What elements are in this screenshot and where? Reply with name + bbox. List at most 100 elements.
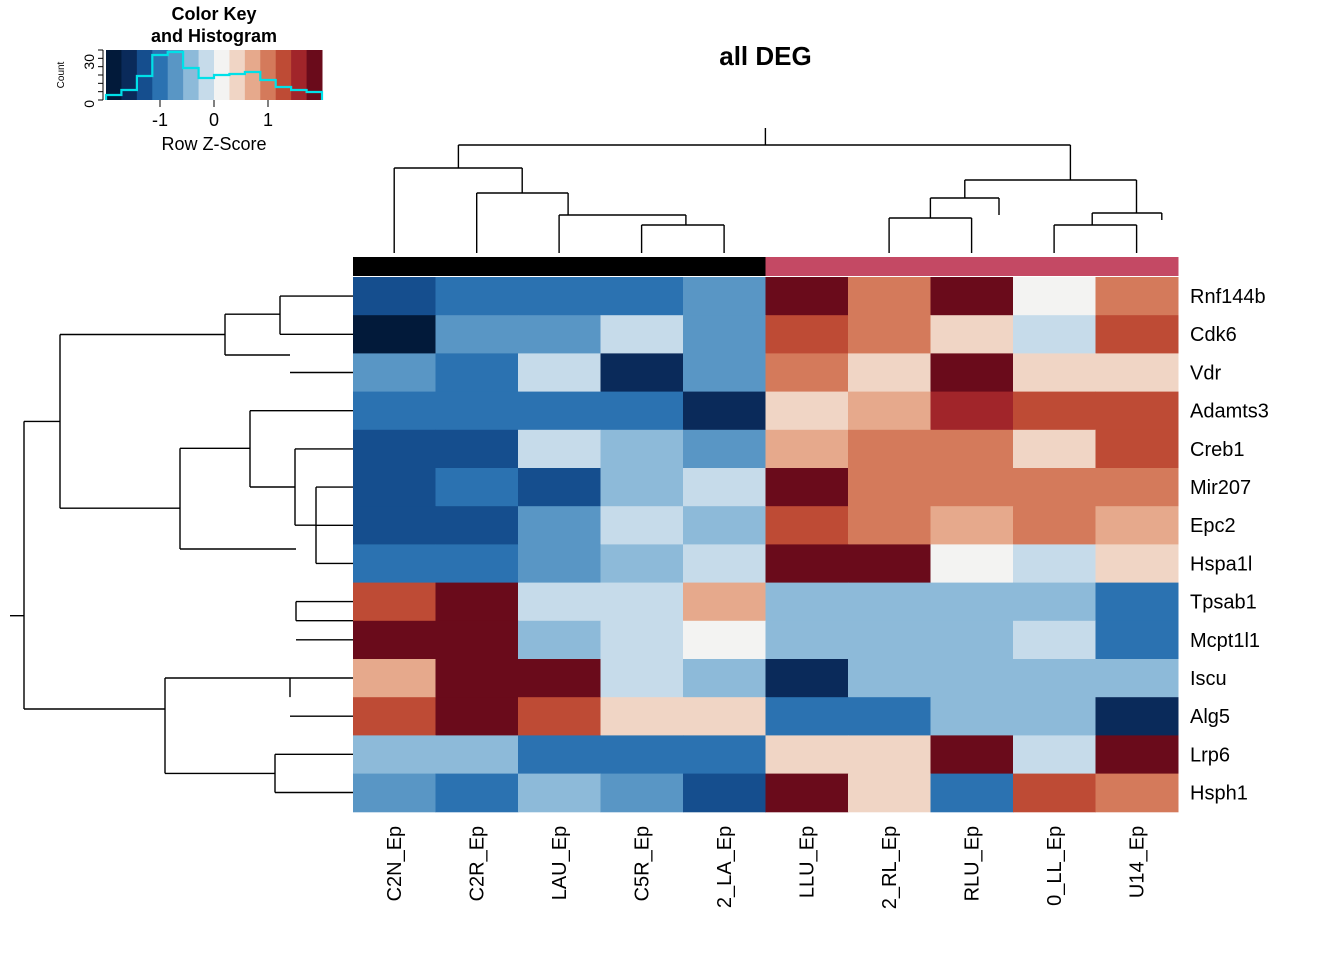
- heatmap-cell: [518, 697, 601, 736]
- heatmap-cell: [931, 353, 1014, 392]
- color-key-count-tick: 0: [81, 100, 97, 108]
- heatmap-cell: [1096, 544, 1179, 583]
- heatmap-cell: [848, 392, 931, 431]
- row-zscore-label: Row Z-Score: [161, 134, 266, 154]
- heatmap-cell: [518, 353, 601, 392]
- color-key-count-label: Count: [56, 61, 67, 88]
- heatmap-cell: [931, 430, 1014, 469]
- col-label: RLU_Ep: [961, 826, 983, 902]
- heatmap-cell: [848, 506, 931, 545]
- heatmap-cell: [683, 277, 766, 316]
- heatmap-cell: [1096, 735, 1179, 774]
- heatmap-cell: [1096, 315, 1179, 354]
- col-sidebar-cell: [1013, 257, 1096, 276]
- heatmap-cell: [931, 774, 1014, 813]
- heatmap-cell: [353, 621, 436, 660]
- heatmap-cell: [848, 697, 931, 736]
- heatmap-cell: [766, 774, 849, 813]
- heatmap-cell: [1013, 506, 1096, 545]
- color-key-title: Color Key: [171, 4, 256, 24]
- heatmap-cell: [848, 468, 931, 507]
- heatmap-cell: [1096, 659, 1179, 698]
- row-label: Creb1: [1190, 439, 1244, 461]
- heatmap-cell: [766, 353, 849, 392]
- heatmap-cell: [848, 659, 931, 698]
- heatmap-cell: [766, 621, 849, 660]
- heatmap-cell: [931, 392, 1014, 431]
- heatmap-cell: [601, 353, 684, 392]
- heatmap-cell: [353, 430, 436, 469]
- heatmap-cell: [1013, 774, 1096, 813]
- heatmap-cell: [601, 277, 684, 316]
- heatmap-cell: [436, 735, 519, 774]
- heatmap-cell: [1013, 430, 1096, 469]
- heatmap-cell: [436, 353, 519, 392]
- heatmap-cell: [601, 659, 684, 698]
- heatmap-cell: [353, 774, 436, 813]
- heatmap-cell: [353, 506, 436, 545]
- heatmap-cell: [518, 315, 601, 354]
- col-sidebar-cell: [683, 257, 766, 276]
- heatmap-cell: [683, 735, 766, 774]
- heatmap-cell: [518, 659, 601, 698]
- row-label: Mir207: [1190, 477, 1251, 499]
- row-label: Iscu: [1190, 668, 1227, 690]
- heatmap-cell: [436, 468, 519, 507]
- heatmap-cell: [353, 392, 436, 431]
- col-label: U14_Ep: [1126, 826, 1148, 898]
- heatmap-cell: [931, 468, 1014, 507]
- row-label: Adamts3: [1190, 401, 1269, 423]
- heatmap-cell: [518, 583, 601, 622]
- color-key-swatch: [276, 50, 292, 100]
- heatmap-cell: [353, 735, 436, 774]
- heatmap-cell: [683, 506, 766, 545]
- heatmap-cell: [353, 468, 436, 507]
- heatmap-cell: [601, 430, 684, 469]
- heatmap-cell: [1013, 468, 1096, 507]
- color-key-xtick-label: -1: [152, 110, 168, 130]
- heatmap-cell: [436, 583, 519, 622]
- col-label: LAU_Ep: [549, 826, 571, 901]
- heatmap-cell: [848, 277, 931, 316]
- heatmap-cell: [436, 392, 519, 431]
- row-label: Lrp6: [1190, 744, 1230, 766]
- heatmap-cell: [683, 468, 766, 507]
- color-key-count-tick: 30: [81, 54, 97, 70]
- col-label: 2_RL_Ep: [879, 826, 901, 909]
- color-key-xtick-label: 0: [209, 110, 219, 130]
- color-key-swatch: [260, 50, 276, 100]
- heatmap-cell: [683, 583, 766, 622]
- heatmap-cell: [931, 583, 1014, 622]
- heatmap-cell: [766, 659, 849, 698]
- heatmap-cell: [766, 392, 849, 431]
- heatmap-cell: [436, 430, 519, 469]
- heatmap-cell: [931, 315, 1014, 354]
- color-key-title: and Histogram: [151, 26, 277, 46]
- heatmap-cell: [353, 277, 436, 316]
- color-key-swatch: [106, 50, 122, 100]
- heatmap-cell: [518, 735, 601, 774]
- col-sidebar-cell: [436, 257, 519, 276]
- heatmap-cell: [683, 697, 766, 736]
- col-sidebar-cell: [766, 257, 849, 276]
- heatmap-cell: [931, 659, 1014, 698]
- heatmap-cell: [601, 621, 684, 660]
- heatmap-cell: [601, 544, 684, 583]
- heatmap-cell: [848, 315, 931, 354]
- heatmap-cell: [436, 544, 519, 583]
- col-label: C5R_Ep: [631, 826, 653, 902]
- heatmap-cell: [931, 621, 1014, 660]
- heatmap-cell: [683, 353, 766, 392]
- col-sidebar-cell: [1096, 257, 1179, 276]
- heatmap-cell: [518, 392, 601, 431]
- row-label: Tpsab1: [1190, 592, 1257, 614]
- col-sidebar-cell: [601, 257, 684, 276]
- heatmap-cell: [518, 544, 601, 583]
- heatmap-cell: [1013, 697, 1096, 736]
- heatmap-cell: [601, 392, 684, 431]
- heatmap-cell: [1013, 621, 1096, 660]
- color-key-swatch: [291, 50, 307, 100]
- heatmap-cell: [436, 506, 519, 545]
- heatmap-cell: [353, 583, 436, 622]
- heatmap-cell: [1013, 659, 1096, 698]
